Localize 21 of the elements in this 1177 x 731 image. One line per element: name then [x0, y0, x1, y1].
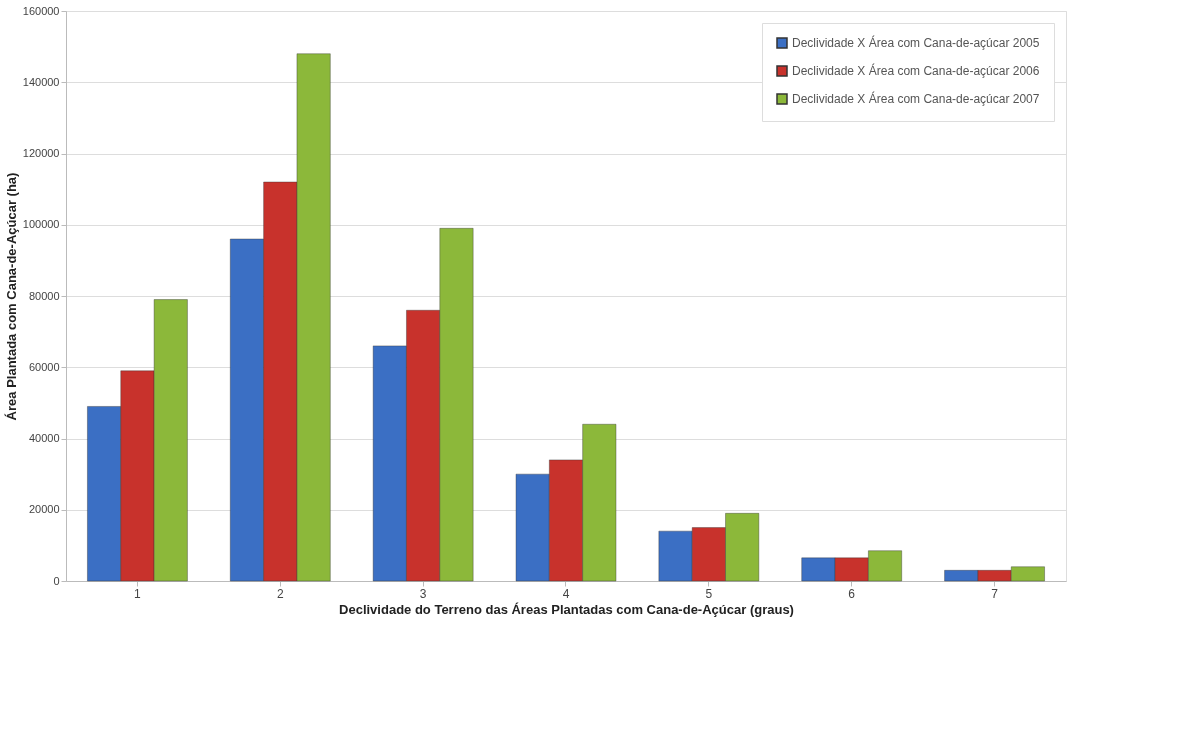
- x-axis-title: Declividade do Terreno das Áreas Plantadas com Cana-de-Açúcar (graus): [339, 601, 794, 617]
- x-tick-label: 6: [848, 586, 856, 601]
- y-tick-label: 140000: [22, 75, 60, 88]
- x-tick-label: 5: [705, 586, 713, 601]
- x-tick-label: 4: [562, 586, 570, 601]
- y-tick-label: 120000: [22, 147, 60, 159]
- y-tick-label: 160000: [22, 4, 60, 17]
- y-tick-label: 40000: [28, 432, 60, 444]
- legend-label: Declividade X Área com Cana-de-açúcar 2005: [792, 35, 1040, 50]
- x-tick-label: 2: [276, 586, 284, 601]
- y-axis-title: Área Plantada com Cana-de-Açúcar (ha): [3, 172, 19, 421]
- y-tick-label: 100000: [22, 218, 60, 231]
- x-tick-label: 1: [134, 586, 142, 601]
- x-tick-label: 3: [419, 586, 427, 601]
- x-tick-label: 7: [991, 586, 999, 601]
- legend-label: Declividade X Área com Cana-de-açúcar 2007: [792, 91, 1040, 106]
- y-tick-label: 0: [53, 574, 60, 587]
- y-tick-label: 80000: [28, 289, 60, 302]
- legend-label: Declividade X Área com Cana-de-açúcar 2006: [792, 63, 1040, 78]
- y-tick-label: 20000: [28, 503, 60, 516]
- y-tick-label: 60000: [28, 360, 60, 373]
